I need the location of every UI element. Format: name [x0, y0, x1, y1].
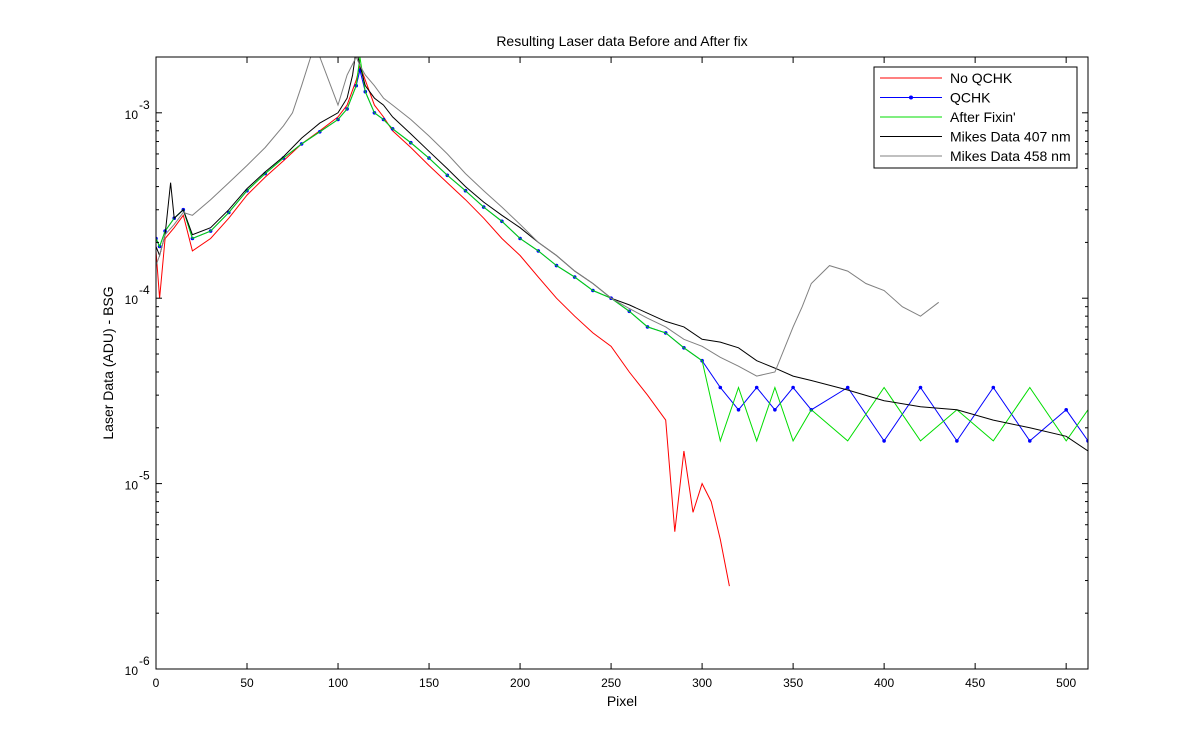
- x-tick-label: 500: [1056, 676, 1076, 690]
- axis-layer: 0 50 100 150 200 250 300 350 400 450 50010-610-510…: [125, 56, 1088, 690]
- legend-label: No QCHK: [950, 70, 1013, 86]
- legend: No QCHK QCHK After Fixin' Mikes Data 407 nm…: [873, 66, 1078, 169]
- series-layer: [156, 57, 1088, 587]
- data-point: [1028, 439, 1032, 443]
- legend-marker: [909, 95, 913, 100]
- data-point: [845, 385, 850, 390]
- data-point: [991, 385, 996, 390]
- legend-label: Mikes Data 407 nm: [950, 129, 1071, 145]
- plot-frame: [155, 56, 1089, 670]
- x-tick-label: 350: [783, 676, 803, 690]
- legend-label: After Fixin': [950, 109, 1016, 125]
- legend-label: QCHK: [950, 90, 991, 106]
- series-line-3: [156, 57, 1088, 452]
- x-tick-label: 150: [419, 676, 439, 690]
- x-tick-label: 50: [240, 676, 254, 690]
- y-tick-label-exponent: -5: [139, 469, 150, 483]
- x-axis-label: Pixel: [607, 693, 637, 709]
- data-point: [882, 439, 886, 443]
- series-line-0: [156, 63, 730, 587]
- legend-label: Mikes Data 458 nm: [950, 148, 1071, 164]
- y-tick-label: 10: [125, 664, 139, 678]
- data-point: [955, 439, 959, 443]
- data-point: [918, 385, 923, 390]
- y-tick-label-exponent: -3: [139, 98, 150, 112]
- data-point: [1064, 408, 1068, 412]
- x-tick-label: 400: [874, 676, 894, 690]
- series-line-2: [156, 57, 1088, 443]
- data-point: [754, 385, 759, 390]
- data-point: [791, 385, 795, 390]
- y-tick-label: 10: [125, 108, 139, 122]
- chart-title: Resulting Laser data Before and After fi…: [496, 33, 747, 49]
- x-tick-label: 0: [153, 676, 160, 690]
- y-tick-label-exponent: -4: [139, 283, 150, 297]
- y-tick-label-exponent: -6: [139, 654, 150, 668]
- x-tick-label: 250: [601, 676, 621, 690]
- y-axis-label: Laser Data (ADU) - BSG: [100, 286, 116, 439]
- x-tick-label: 200: [510, 676, 530, 690]
- data-point: [736, 408, 741, 412]
- data-point: [718, 385, 723, 390]
- x-tick-label: 450: [965, 676, 985, 690]
- y-tick-label: 10: [125, 479, 139, 493]
- y-tick-label: 10: [125, 293, 139, 307]
- series-line-4: [156, 57, 940, 377]
- x-tick-label: 100: [328, 676, 348, 690]
- data-point: [773, 408, 777, 412]
- x-tick-label: 300: [692, 676, 712, 690]
